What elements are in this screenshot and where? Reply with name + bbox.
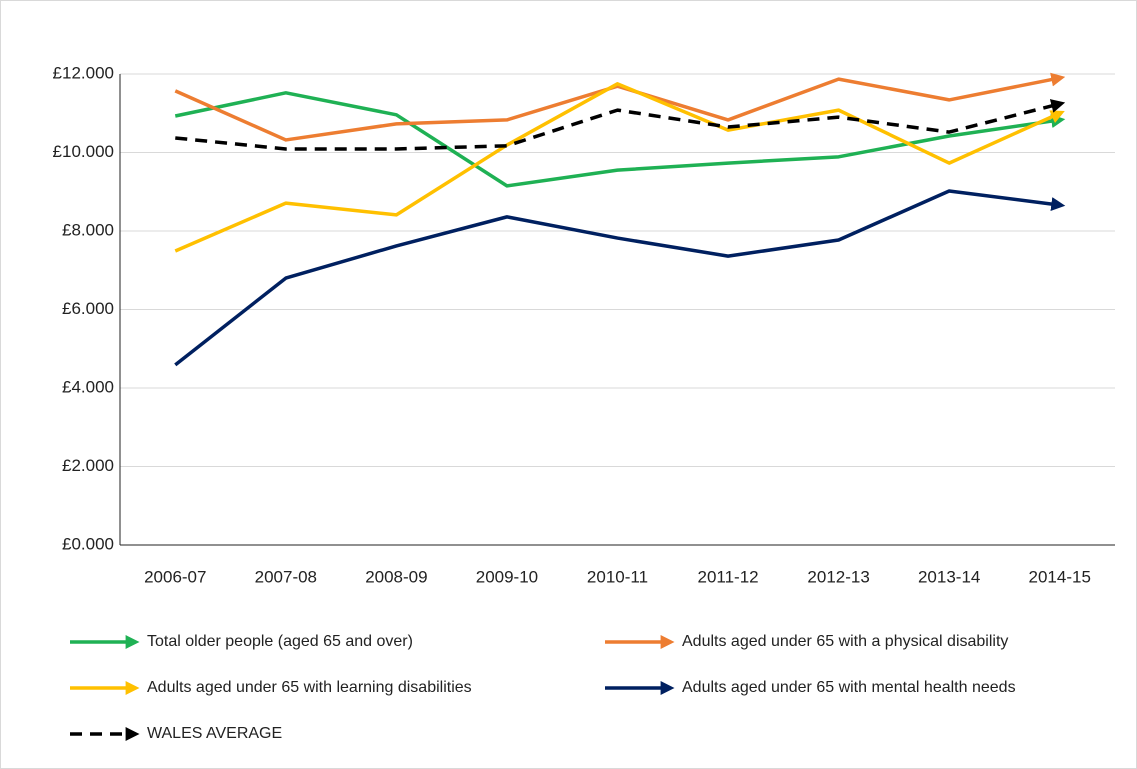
x-tick-label: 2012-13 <box>807 567 869 586</box>
series-line <box>174 91 1066 188</box>
y-tick-label: £12.000 <box>53 63 114 82</box>
y-tick-label: £10.000 <box>53 142 114 161</box>
y-tick-label: £6.000 <box>62 299 114 318</box>
legend-label: Adults aged under 65 with learning disab… <box>147 679 472 696</box>
x-tick-label: 2009-10 <box>476 567 538 586</box>
x-tick-label: 2007-08 <box>255 567 317 586</box>
series-line <box>175 99 1066 151</box>
x-tick-label: 2014-15 <box>1029 567 1091 586</box>
x-tick-label: 2006-07 <box>144 567 206 586</box>
x-tick-label: 2008-09 <box>365 567 427 586</box>
y-tick-label: £4.000 <box>62 377 114 396</box>
series-line <box>174 72 1066 142</box>
x-tick-label: 2011-12 <box>697 567 758 586</box>
series-line <box>174 189 1066 367</box>
y-tick-label: £0.000 <box>62 534 114 553</box>
legend-label: Total older people (aged 65 and over) <box>147 633 413 650</box>
legend-label: WALES AVERAGE <box>147 725 282 742</box>
y-tick-label: £2.000 <box>62 456 114 475</box>
series-line <box>174 82 1065 253</box>
legend-label: Adults aged under 65 with a physical dis… <box>682 633 1008 650</box>
legend-label: Adults aged under 65 with mental health … <box>682 679 1016 696</box>
y-tick-label: £8.000 <box>62 220 114 239</box>
x-tick-label: 2010-11 <box>587 567 648 586</box>
x-tick-label: 2013-14 <box>918 567 980 586</box>
